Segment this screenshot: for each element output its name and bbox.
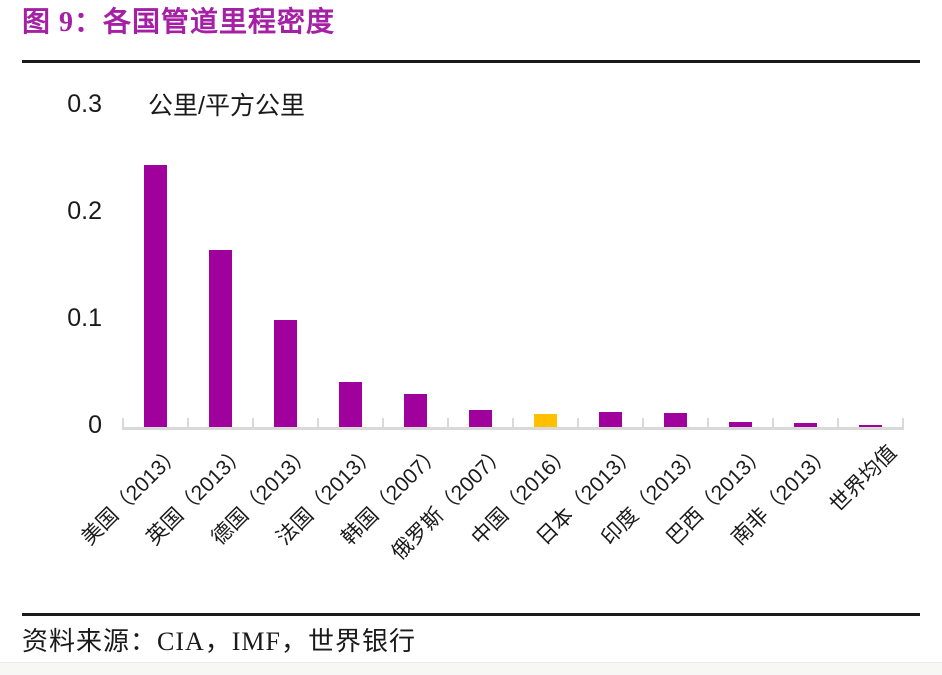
x-axis-tick-mark: [707, 418, 709, 430]
x-axis-tick-mark: [187, 418, 189, 430]
header-divider: [22, 60, 920, 63]
x-axis-category-label: 俄罗斯（2007）: [387, 441, 511, 565]
x-axis-tick-mark: [122, 418, 124, 430]
bar-德国（2013）: [274, 320, 297, 427]
bar-法国（2013）: [339, 382, 362, 427]
x-axis-tick-mark: [252, 418, 254, 430]
bar-印度（2013）: [664, 413, 687, 427]
bar-韩国（2007）: [404, 394, 427, 427]
y-axis-tick-label: 0.2: [67, 197, 102, 225]
y-axis-unit-label: 公里/平方公里: [148, 92, 305, 120]
x-axis-category-label: 世界均值: [825, 441, 901, 517]
x-axis-tick-mark: [902, 418, 904, 430]
bar-世界均值: [859, 425, 882, 427]
x-axis-tick-mark: [577, 418, 579, 430]
y-axis-tick-label: 0.1: [67, 304, 102, 332]
x-axis-tick-mark: [382, 418, 384, 430]
x-axis-tick-mark: [512, 418, 514, 430]
x-axis-tick-mark: [772, 418, 774, 430]
x-axis-tick-mark: [642, 418, 644, 430]
x-axis-tick-mark: [837, 418, 839, 430]
bar-南非（2013）: [794, 423, 817, 427]
y-axis-tick-label: 0.3: [67, 90, 102, 118]
footer-divider: [22, 613, 920, 616]
bar-美国（2013）: [144, 165, 167, 427]
page-bottom-band: [0, 662, 942, 675]
bar-俄罗斯（2007）: [469, 410, 492, 427]
x-axis-tick-mark: [317, 418, 319, 430]
bar-英国（2013）: [209, 250, 232, 427]
chart-title: 图 9：各国管道里程密度: [22, 7, 336, 38]
bar-巴西（2013）: [729, 422, 752, 427]
bar-中国（2016）: [534, 414, 557, 427]
source-note: 资料来源：CIA，IMF，世界银行: [22, 627, 417, 656]
bar-日本（2013）: [599, 412, 622, 427]
x-axis-tick-mark: [447, 418, 449, 430]
y-axis-tick-label: 0: [88, 411, 102, 439]
